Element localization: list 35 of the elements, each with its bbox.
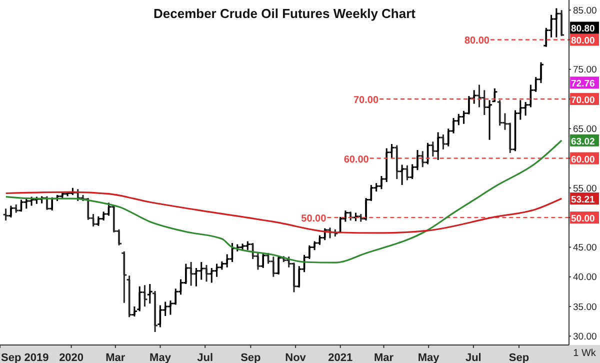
x-tick-label: 2020: [59, 352, 84, 363]
x-tick-label: Jul: [197, 352, 214, 363]
text: 1 Wk: [569, 345, 600, 363]
x-tick-label: Sep 2019: [1, 352, 49, 363]
y-tick-label: 40.00: [573, 272, 597, 284]
x-tick-label: May: [418, 352, 440, 363]
ref-line-label: 80.00: [464, 36, 490, 47]
y-tick-label: 65.00: [573, 124, 597, 136]
annotation: 53.21: [571, 194, 596, 206]
x-tick-label: Mar: [374, 352, 394, 363]
ref-line-label: 50.00: [301, 214, 327, 225]
x-tick-label: Mar: [106, 352, 126, 363]
text: December Crude Oil Futures Weekly Chart: [152, 6, 416, 21]
annotation: 63.02: [571, 136, 595, 148]
y-tick-label: 30.00: [573, 331, 597, 342]
y-tick-label: 75.00: [573, 64, 597, 76]
x-tick-label: Sep: [508, 352, 530, 363]
y-tick-label: 45.00: [573, 242, 597, 254]
y-tick-label: 35.00: [573, 302, 597, 313]
line-series: [5, 191, 562, 234]
x-tick-label: 2021: [328, 352, 353, 363]
x-tick-label: Nov: [285, 352, 307, 363]
ref-line-label: 70.00: [353, 94, 379, 106]
y-tick-label: 55.00: [573, 183, 597, 194]
x-tick-label: Sep: [240, 352, 262, 363]
text: 60.00: [571, 154, 595, 166]
text: 50.00: [571, 214, 595, 225]
ref-line-label: 60.00: [344, 154, 370, 166]
x-tick-label: Jul: [465, 352, 482, 363]
annotation: 80.80: [571, 24, 595, 35]
y-tick-label: 85.00: [573, 5, 597, 16]
text: 70.00: [571, 94, 595, 106]
annotation: 72.76: [571, 78, 595, 90]
x-tick-label: May: [150, 352, 172, 363]
text: 80.00: [571, 36, 595, 47]
